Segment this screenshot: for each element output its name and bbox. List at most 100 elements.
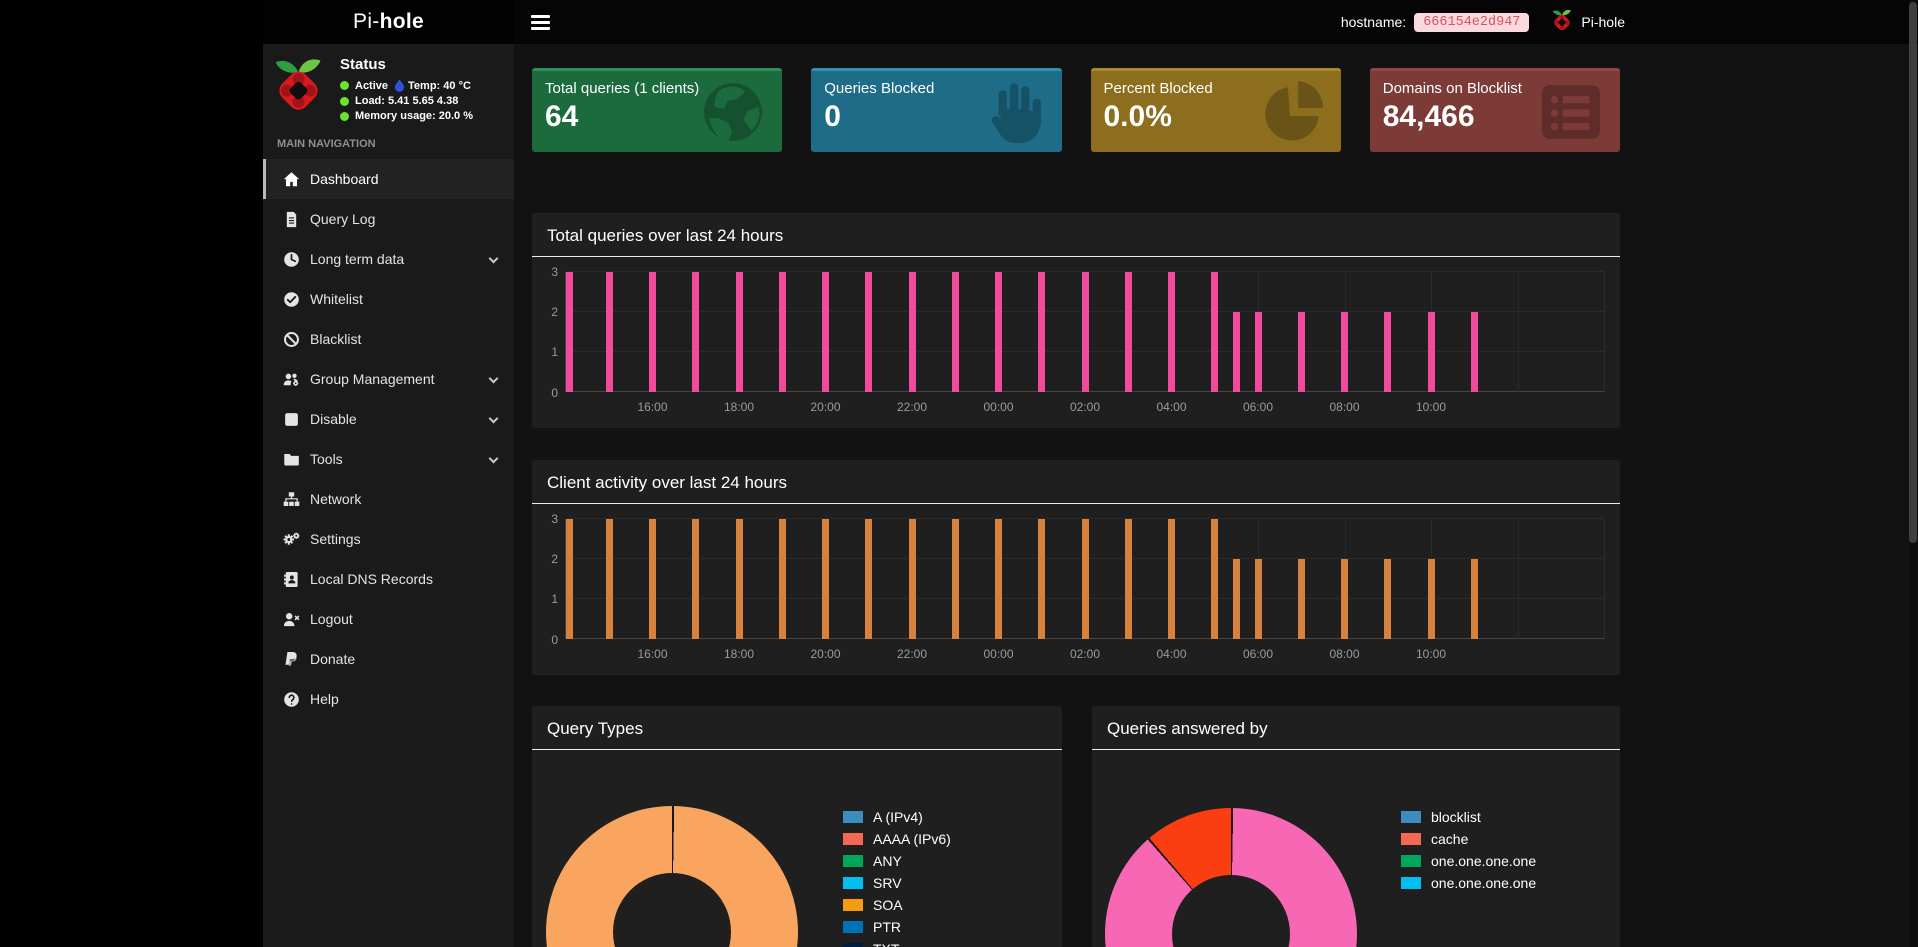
client-bar[interactable] <box>1341 559 1348 639</box>
client-bar[interactable] <box>778 519 786 639</box>
sidebar-item-query-log[interactable]: Query Log <box>263 199 514 239</box>
client-bar[interactable] <box>951 519 959 639</box>
legend-label: one.one.one.one <box>1431 875 1537 891</box>
query-bar[interactable] <box>908 272 916 392</box>
client-bar[interactable] <box>1232 559 1240 639</box>
legend-item[interactable]: SRV <box>843 872 951 894</box>
legend-item[interactable]: PTR <box>843 916 951 938</box>
legend-item[interactable]: cache <box>1401 828 1536 850</box>
y-tick-label: 3 <box>551 265 558 279</box>
sidebar-item-long-term-data[interactable]: Long term data <box>263 239 514 279</box>
sidebar-item-logout[interactable]: Logout <box>263 599 514 639</box>
query-bar[interactable] <box>1470 312 1478 392</box>
card-value: 64 <box>545 100 579 133</box>
sidebar-item-whitelist[interactable]: Whitelist <box>263 279 514 319</box>
query-bar[interactable] <box>865 272 873 392</box>
query-bar[interactable] <box>692 272 700 392</box>
legend-item[interactable]: one.one.one.one <box>1401 850 1536 872</box>
menu-toggle-button[interactable] <box>531 15 550 30</box>
legend-item[interactable]: blocklist <box>1401 806 1536 828</box>
query-types-donut[interactable] <box>546 806 798 947</box>
client-bar[interactable] <box>1470 559 1478 639</box>
query-bar[interactable] <box>951 272 959 392</box>
client-bar[interactable] <box>1038 519 1046 639</box>
legend-item[interactable]: AAAA (IPv6) <box>843 828 951 850</box>
sidebar-item-tools[interactable]: Tools <box>263 439 514 479</box>
file-icon <box>283 211 300 228</box>
sidebar-item-dashboard[interactable]: Dashboard <box>263 159 514 199</box>
legend-item[interactable]: A (IPv4) <box>843 806 951 828</box>
query-bar[interactable] <box>1081 272 1089 392</box>
query-bar[interactable] <box>1232 312 1240 392</box>
x-tick-label: 20:00 <box>810 400 841 414</box>
client-bar[interactable] <box>566 519 573 639</box>
query-bar[interactable] <box>1297 312 1305 392</box>
query-bar[interactable] <box>649 272 656 392</box>
client-bar[interactable] <box>1297 559 1305 639</box>
client-activity-chart[interactable]: 0 1 2 3 16:00 18:00 20:00 22:00 00:00 02:00 04:00 0… <box>551 512 1605 661</box>
status-title: Status <box>340 56 386 73</box>
sidebar-item-donate[interactable]: Donate <box>263 639 514 679</box>
status-dot-icon <box>340 96 349 106</box>
legend-item[interactable]: SOA <box>843 894 951 916</box>
query-bar[interactable] <box>1384 312 1392 392</box>
hostname-label: hostname: <box>1340 14 1407 30</box>
sidebar-menu: Dashboard Query Log Long term data Whitelis… <box>263 159 514 719</box>
client-bar[interactable] <box>1211 519 1219 639</box>
client-bar[interactable] <box>605 519 613 639</box>
sidebar-item-settings[interactable]: Settings <box>263 519 514 559</box>
client-bar[interactable] <box>735 519 743 639</box>
legend-item[interactable]: TXT <box>843 938 951 947</box>
query-bar[interactable] <box>605 272 613 392</box>
query-bar[interactable] <box>1211 272 1219 392</box>
query-bar[interactable] <box>995 272 1002 392</box>
queries-over-time-chart[interactable]: 0 1 2 3 16:00 18:00 20:00 22:00 00:00 02:00 04:00 0… <box>551 265 1605 414</box>
sidebar-item-help[interactable]: Help <box>263 679 514 719</box>
clock-icon <box>283 251 300 268</box>
query-bar[interactable] <box>778 272 786 392</box>
query-bar[interactable] <box>1341 312 1348 392</box>
client-bar[interactable] <box>1081 519 1089 639</box>
query-bar[interactable] <box>1168 272 1175 392</box>
query-bar[interactable] <box>1124 272 1132 392</box>
sidebar-item-label: Blacklist <box>310 331 362 347</box>
sidebar-item-local-dns-records[interactable]: Local DNS Records <box>263 559 514 599</box>
query-bar[interactable] <box>822 272 829 392</box>
queries-answered-donut[interactable] <box>1105 808 1357 947</box>
legend-item[interactable]: one.one.one.one <box>1401 872 1536 894</box>
sidebar-item-group-management[interactable]: Group Management <box>263 359 514 399</box>
query-bar[interactable] <box>1038 272 1046 392</box>
legend-item[interactable]: ANY <box>843 850 951 872</box>
sidebar-item-blacklist[interactable]: Blacklist <box>263 319 514 359</box>
query-bar[interactable] <box>1427 312 1435 392</box>
stat-card: Domains on Blocklist 84,466 <box>1369 68 1620 152</box>
query-types-legend: A (IPv4)AAAA (IPv6)ANYSRVSOAPTRTXTNAPTR <box>843 806 951 947</box>
chevron-down-icon <box>488 253 499 264</box>
sidebar-item-network[interactable]: Network <box>263 479 514 519</box>
panel-title: Total queries over last 24 hours <box>532 213 1620 257</box>
sidebar-item-disable[interactable]: Disable <box>263 399 514 439</box>
client-bar[interactable] <box>1384 559 1392 639</box>
client-bar[interactable] <box>1168 519 1175 639</box>
x-tick-label: 00:00 <box>983 647 1014 661</box>
query-bar[interactable] <box>735 272 743 392</box>
client-bar[interactable] <box>1254 559 1262 639</box>
client-bar[interactable] <box>692 519 700 639</box>
client-bar[interactable] <box>865 519 873 639</box>
scrollbar[interactable] <box>1909 0 1917 947</box>
client-bar[interactable] <box>908 519 916 639</box>
query-bar[interactable] <box>566 272 573 392</box>
queries-answered-legend: blocklist cache one.one.one.one one.one.one… <box>1401 806 1536 894</box>
legend-label: A (IPv4) <box>873 809 923 825</box>
panel-client-activity: Client activity over last 24 hours 0 1 2 3 1… <box>532 460 1620 675</box>
client-bar[interactable] <box>649 519 656 639</box>
legend-swatch <box>1401 811 1421 823</box>
scrollbar-thumb[interactable] <box>1909 2 1917 543</box>
client-bar[interactable] <box>1427 559 1435 639</box>
client-bar[interactable] <box>822 519 829 639</box>
ban-icon <box>283 331 300 348</box>
query-bar[interactable] <box>1254 312 1262 392</box>
client-bar[interactable] <box>995 519 1002 639</box>
legend-label: TXT <box>873 941 899 947</box>
client-bar[interactable] <box>1124 519 1132 639</box>
